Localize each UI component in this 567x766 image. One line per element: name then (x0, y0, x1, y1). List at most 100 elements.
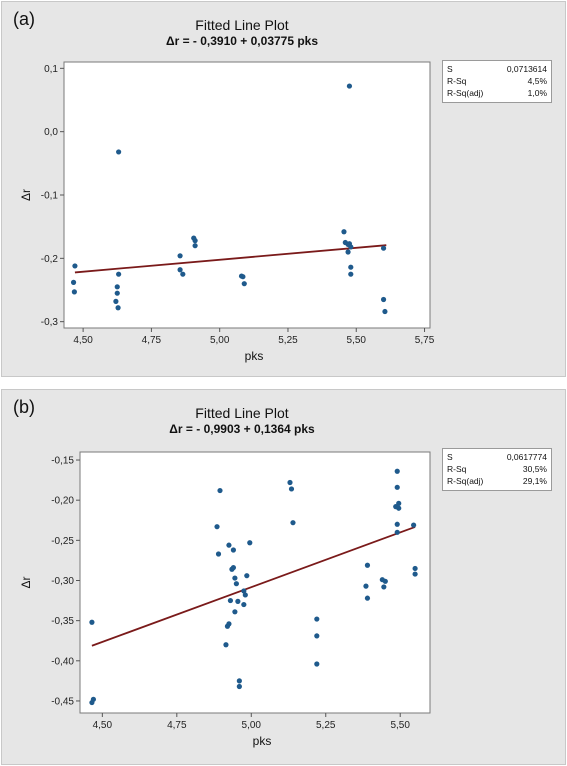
x-tick-label: 4,75 (167, 720, 187, 731)
data-point (71, 289, 77, 295)
data-point (394, 529, 400, 535)
stat-value: 1,0% (527, 88, 547, 98)
data-point (235, 598, 241, 604)
data-point (114, 284, 120, 290)
stat-value: 4,5% (527, 76, 547, 86)
stat-key: R-Sq(adj) (447, 88, 484, 98)
x-tick-label: 5,25 (316, 720, 336, 731)
stat-row-rsq: R-Sq 4,5% (447, 76, 547, 88)
fit-line (91, 526, 416, 647)
data-point (314, 633, 320, 639)
stat-value: 30,5% (522, 464, 547, 474)
y-tick-label: -0,1 (41, 191, 59, 202)
chart-subtitle: Δr = - 0,3910 + 0,03775 pks (165, 34, 319, 48)
data-point (233, 581, 239, 587)
data-point (232, 575, 238, 581)
chart-panel-a: (a) Fitted Line Plot Δr = - 0,3910 + 0,0… (1, 1, 566, 377)
data-point (241, 601, 247, 608)
x-tick-label: 5,50 (390, 720, 410, 731)
data-point (348, 264, 354, 270)
data-point (314, 616, 320, 622)
data-point (232, 609, 238, 615)
stat-row-s: S 0,0713614 (447, 64, 547, 76)
plot-area (63, 61, 431, 329)
scatter-plot: 4,50 4,75 5,00 5,25 5,50 5,75 0,1 0,0 -0,1 -0,2 -0… (19, 61, 435, 363)
y-tick-label: -0,3 (41, 317, 59, 328)
x-tick-label: 5,75 (415, 335, 435, 346)
data-point (70, 279, 77, 285)
data-point (348, 244, 354, 250)
data-point (287, 479, 293, 486)
y-tick-label: -0,35 (51, 616, 74, 627)
data-point (72, 263, 78, 269)
data-point (230, 547, 237, 553)
data-point (177, 267, 183, 273)
data-point (114, 290, 120, 296)
data-point (192, 243, 198, 249)
data-point (412, 571, 418, 577)
data-point (380, 245, 387, 251)
data-point (380, 296, 387, 303)
x-tick-label: 5,50 (347, 335, 367, 346)
x-axis-label: pks (245, 349, 264, 363)
chart-panel-b: (b) Fitted Line Plot Δr = - 0,9903 + 0,1… (1, 389, 566, 765)
data-point (364, 595, 371, 601)
data-point (382, 578, 388, 584)
data-point (341, 229, 347, 235)
data-point (394, 521, 400, 527)
data-point (244, 573, 250, 579)
data-point (226, 542, 232, 548)
data-point (346, 83, 353, 89)
y-tick-label: -0,45 (51, 696, 74, 707)
stats-box: S 0,0713614 R-Sq 4,5% R-Sq(adj) 1,0% (442, 60, 552, 103)
stat-key: R-Sq(adj) (447, 476, 484, 486)
data-point (364, 562, 371, 568)
stat-row-rsq-adj: R-Sq(adj) 1,0% (447, 88, 547, 100)
data-point (241, 588, 247, 594)
chart-title: Fitted Line Plot (195, 17, 289, 33)
stat-value: 29,1% (522, 476, 547, 486)
stat-row-rsq-adj: R-Sq(adj) 29,1% (447, 476, 547, 488)
x-tick-label: 5,00 (242, 720, 262, 731)
data-point (241, 281, 247, 287)
x-tick-label: 5,25 (278, 335, 298, 346)
y-axis-label: Δr (19, 576, 33, 588)
data-point (396, 505, 402, 511)
chart-title: Fitted Line Plot (195, 405, 289, 421)
stat-key: R-Sq (447, 464, 467, 474)
data-point (115, 305, 121, 311)
x-tick-label: 4,75 (142, 335, 162, 346)
panel-label: (b) (13, 397, 35, 417)
stat-value: 0,0617774 (506, 452, 547, 462)
y-tick-label: 0,0 (44, 127, 58, 138)
stat-key: S (447, 452, 453, 462)
stat-row-s: S 0,0617774 (447, 452, 547, 464)
plot-area (79, 451, 431, 714)
data-point (89, 619, 95, 625)
x-tick-label: 4,50 (93, 720, 113, 731)
x-tick-label: 4,50 (73, 335, 93, 346)
data-point (242, 592, 248, 598)
data-point (192, 238, 198, 244)
data-point (214, 524, 220, 530)
data-point (290, 520, 296, 526)
stat-row-rsq: R-Sq 30,5% (447, 464, 547, 476)
y-tick-label: -0,20 (51, 496, 74, 507)
y-tick-label: 0,1 (44, 64, 58, 75)
stat-value: 0,0713614 (506, 64, 547, 74)
panel-label: (a) (13, 9, 35, 29)
data-point (230, 565, 237, 571)
fit-line (74, 244, 387, 274)
data-point (412, 565, 418, 572)
y-tick-label: -0,40 (51, 656, 74, 667)
data-point (227, 597, 234, 604)
y-tick-label: -0,30 (51, 576, 74, 587)
data-point (215, 551, 222, 557)
data-point (236, 683, 242, 690)
x-axis-label: pks (253, 734, 272, 748)
data-point (363, 583, 369, 589)
data-point (348, 271, 354, 277)
stat-key: R-Sq (447, 76, 467, 86)
data-point (223, 642, 229, 648)
data-point (411, 522, 417, 528)
